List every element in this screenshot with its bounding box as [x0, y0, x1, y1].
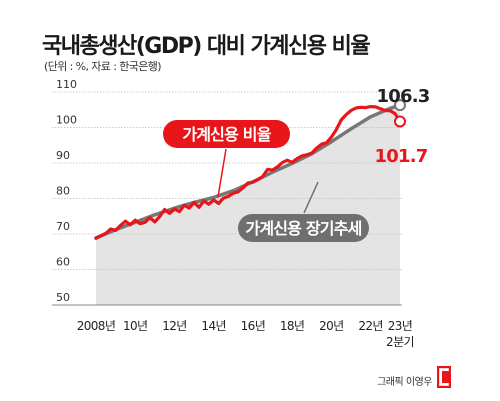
y-tick-label: 70 [56, 220, 70, 233]
x-tick-label: 18년 [280, 319, 305, 333]
chart-subtitle: (단위 : %, 자료 : 한국은행) [44, 60, 162, 73]
chart-title: 국내총생산(GDP) 대비 가계신용 비율 [42, 34, 371, 59]
tick-labels: 50 60 70 80 90 100 110 2008년 10년 12년 14년 16년 18년 20년 2… [56, 78, 415, 349]
series-lines [94, 99, 406, 240]
trend-end-point [394, 99, 406, 112]
trend-end-value: 106.3 [377, 86, 430, 107]
x-tick-label: 20년 [319, 319, 344, 333]
publisher-logo-icon [437, 366, 451, 388]
y-tick-label: 110 [56, 78, 77, 91]
x-tick-sublabel: 2분기 [386, 335, 414, 349]
graphic-credit: 그래픽 이영우 [377, 377, 432, 388]
ratio-end-point [394, 115, 406, 128]
x-tick-label: 14년 [201, 319, 226, 333]
gridlines [52, 91, 402, 306]
x-tick-label: 10년 [123, 319, 148, 333]
ratio-label-badge [163, 120, 290, 148]
y-tick-label: 50 [56, 291, 70, 304]
trend-area-layer [96, 105, 400, 305]
ratio-line [94, 104, 402, 240]
trend-label-badge [238, 214, 369, 242]
x-tick-label: 16년 [241, 319, 266, 333]
x-tick-label: 12년 [162, 319, 187, 333]
trend-area-fill [96, 105, 400, 305]
y-tick-label: 80 [56, 185, 70, 198]
ratio-label-leader [217, 148, 227, 198]
x-tick-label: 22년 [358, 319, 383, 333]
ratio-series-label: 가계신용 비율 [182, 125, 271, 144]
y-tick-label: 90 [56, 149, 70, 162]
trend-label-leader [303, 181, 319, 214]
x-tick-label: 23년 [388, 319, 413, 333]
y-tick-label: 100 [56, 114, 77, 127]
y-tick-label: 60 [56, 256, 70, 269]
x-tick-label: 2008년 [77, 319, 116, 333]
trend-series-label: 가계신용 장기추세 [245, 219, 361, 238]
ratio-end-value: 101.7 [375, 146, 428, 167]
